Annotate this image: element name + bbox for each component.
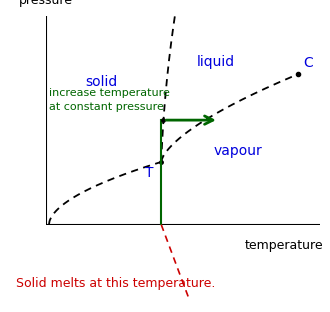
Text: liquid: liquid <box>197 55 235 69</box>
Text: C: C <box>304 56 314 70</box>
Text: Solid melts at this temperature.: Solid melts at this temperature. <box>16 277 216 290</box>
Text: T: T <box>145 166 153 180</box>
Text: temperature: temperature <box>244 239 323 252</box>
Text: solid: solid <box>85 76 117 90</box>
Text: pressure: pressure <box>19 0 73 7</box>
Text: vapour: vapour <box>214 144 262 158</box>
Text: increase temperature
at constant pressure: increase temperature at constant pressur… <box>49 88 170 112</box>
